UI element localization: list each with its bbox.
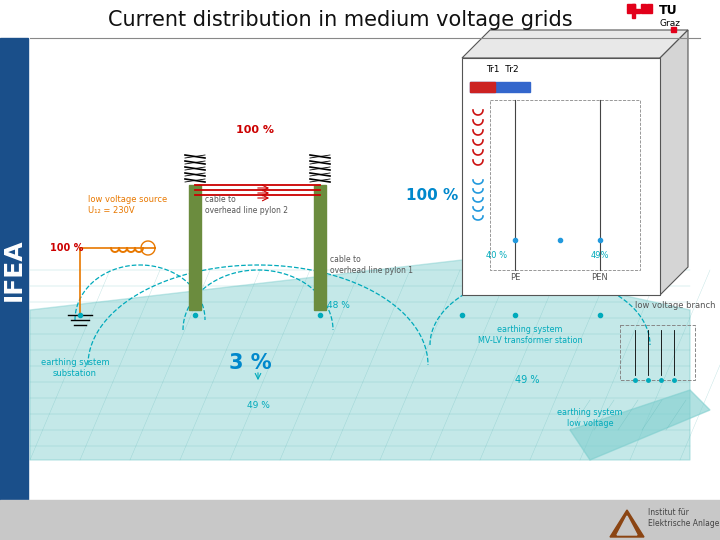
Polygon shape bbox=[617, 516, 637, 535]
Text: PEN: PEN bbox=[592, 273, 608, 282]
Polygon shape bbox=[610, 510, 644, 537]
Bar bbox=[641, 4, 646, 9]
Polygon shape bbox=[570, 390, 710, 460]
Bar bbox=[620, 325, 695, 380]
Bar bbox=[490, 100, 640, 270]
Bar bbox=[641, 9, 652, 13]
Text: 3 %: 3 % bbox=[229, 353, 271, 373]
Bar bbox=[470, 82, 530, 92]
Text: 49 %: 49 % bbox=[515, 375, 539, 385]
Text: earthing system
MV-LV transformer station: earthing system MV-LV transformer statio… bbox=[478, 325, 582, 346]
Text: 100 %: 100 % bbox=[236, 125, 274, 135]
Text: 100 %: 100 % bbox=[406, 187, 458, 202]
Text: 100 %: 100 % bbox=[50, 243, 84, 253]
Bar bbox=[462, 58, 660, 295]
Text: IFEA: IFEA bbox=[2, 239, 26, 301]
Polygon shape bbox=[30, 260, 690, 460]
Text: 40 %: 40 % bbox=[487, 251, 508, 260]
Text: low voltage source
U₁₂ = 230V: low voltage source U₁₂ = 230V bbox=[88, 194, 167, 215]
Bar bbox=[189, 185, 201, 310]
Polygon shape bbox=[660, 30, 688, 295]
Text: earthing system
substation: earthing system substation bbox=[41, 357, 109, 379]
Bar bbox=[671, 27, 676, 32]
Text: cable to
overhead line pylon 2: cable to overhead line pylon 2 bbox=[205, 194, 288, 215]
Bar bbox=[647, 4, 652, 9]
Text: Tr1  Tr2: Tr1 Tr2 bbox=[486, 65, 518, 74]
Text: earthing system
low voltage: earthing system low voltage bbox=[557, 408, 623, 428]
Text: 49%: 49% bbox=[590, 251, 609, 260]
Bar bbox=[314, 185, 326, 310]
Text: Institut für
Elektrische Anlagen: Institut für Elektrische Anlagen bbox=[648, 508, 720, 529]
Text: 48 %: 48 % bbox=[327, 300, 349, 309]
Text: low voltage branch: low voltage branch bbox=[635, 300, 716, 309]
Text: TU: TU bbox=[659, 4, 678, 17]
Bar bbox=[0, 500, 720, 540]
Bar bbox=[627, 4, 635, 9]
Text: Current distribution in medium voltage grids: Current distribution in medium voltage g… bbox=[108, 10, 572, 30]
Bar bbox=[627, 9, 640, 13]
Text: cable to
overhead line pylon 1: cable to overhead line pylon 1 bbox=[330, 254, 413, 275]
Polygon shape bbox=[462, 30, 688, 58]
Text: Graz: Graz bbox=[659, 18, 680, 28]
Bar bbox=[0, 38, 28, 500]
Bar bbox=[632, 4, 635, 18]
Bar bbox=[470, 82, 495, 92]
Text: PE: PE bbox=[510, 273, 520, 282]
Text: 49 %: 49 % bbox=[246, 401, 269, 409]
